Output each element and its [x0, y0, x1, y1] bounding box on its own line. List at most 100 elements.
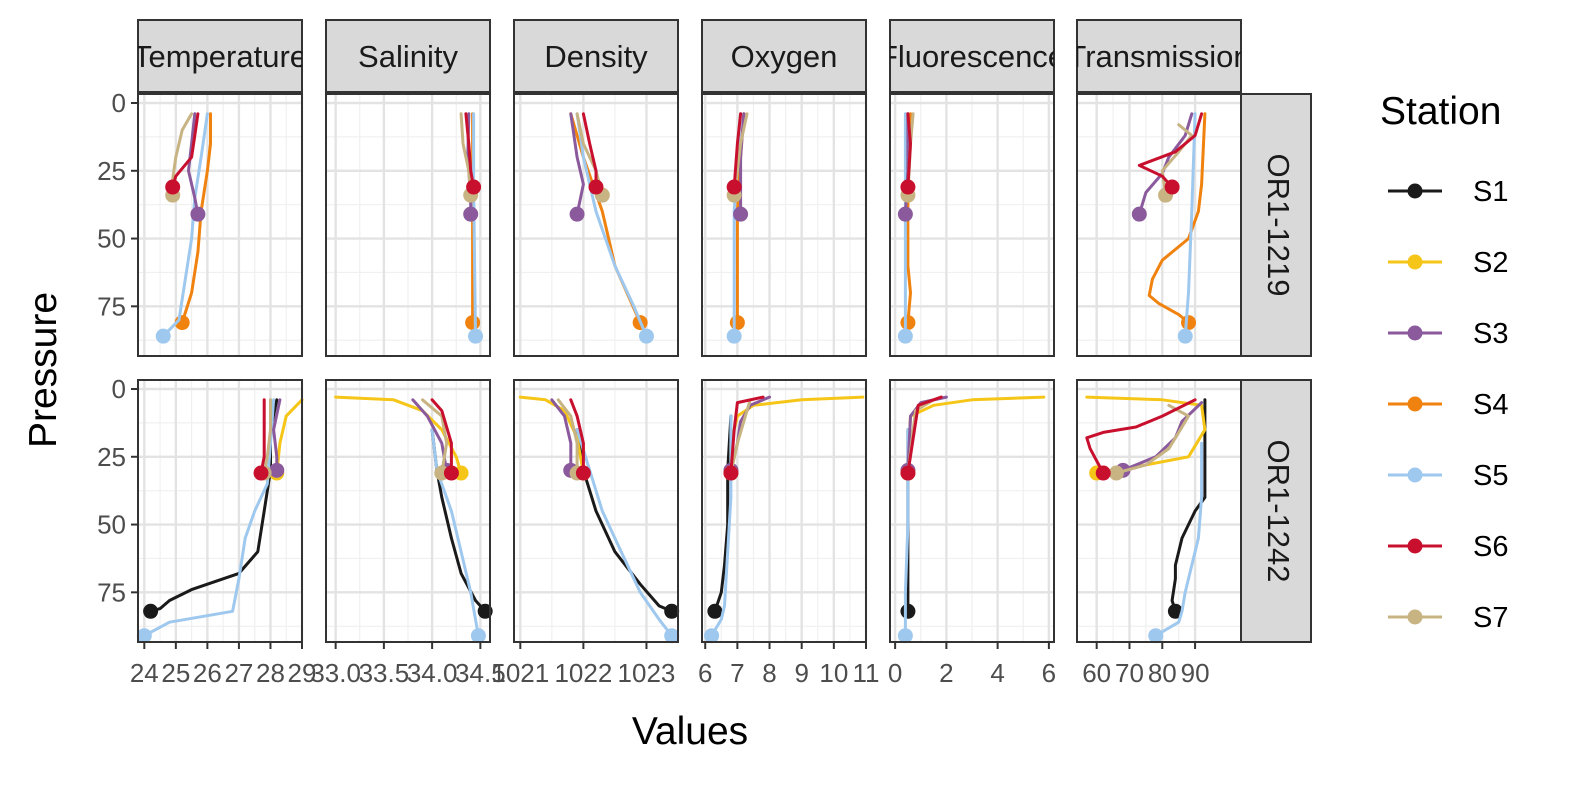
y-tick-label: 50 — [97, 224, 126, 254]
legend-label-s2: S2 — [1473, 247, 1508, 279]
profile-end-point-s5 — [155, 328, 171, 344]
profile-line-s3 — [550, 398, 573, 472]
facet-panel — [1076, 379, 1242, 644]
profile-line-s2 — [518, 395, 585, 475]
x-tick-label: 28 — [256, 658, 285, 688]
profile-line-s6 — [464, 112, 476, 189]
panel-background — [138, 94, 302, 356]
panel-background — [702, 94, 866, 356]
legend-key-point — [1407, 325, 1423, 341]
facet-strip-label: Temperature — [133, 39, 307, 74]
profile-line-s5 — [710, 414, 733, 638]
profile-end-point-s3 — [269, 462, 285, 478]
legend-title: Station — [1380, 90, 1501, 133]
panel-border — [325, 379, 491, 643]
profile-end-point-s5 — [704, 628, 720, 644]
profile-end-point-s6 — [575, 465, 591, 481]
facet-strip — [701, 19, 867, 93]
profile-end-point-s1 — [664, 603, 680, 619]
y-tick-label: 75 — [97, 577, 126, 607]
profile-end-point-s4 — [729, 315, 745, 331]
legend-key-point — [1407, 396, 1423, 412]
profile-end-point-s4 — [465, 315, 481, 331]
profile-line-s5 — [575, 112, 648, 338]
legend-label-s4: S4 — [1473, 389, 1508, 421]
facet-panel — [325, 93, 491, 357]
x-tick-label: 34.0 — [407, 658, 458, 688]
x-tick-label: 33.5 — [359, 658, 410, 688]
profile-end-point-s5 — [468, 328, 484, 344]
legend-key-point — [1407, 254, 1423, 270]
x-tick-label: 90 — [1181, 658, 1210, 688]
panel-background — [1077, 94, 1241, 356]
x-tick-label: 4 — [990, 658, 1004, 688]
legend-key-point — [1407, 183, 1423, 199]
legend-key-point — [1407, 609, 1423, 625]
profile-end-point-s6 — [726, 179, 742, 195]
profile-end-point-s6 — [466, 179, 482, 195]
profile-end-point-s6 — [723, 465, 739, 481]
x-tick-label: 25 — [161, 658, 190, 688]
profile-line-s7 — [262, 398, 272, 475]
panel-border — [137, 379, 303, 643]
facet-strip — [889, 19, 1055, 93]
panel-border — [1076, 93, 1242, 357]
x-tick-label: 1021 — [491, 658, 549, 688]
series-group — [1131, 112, 1207, 344]
profile-line-s3 — [1121, 401, 1204, 472]
profile-line-s3 — [569, 112, 585, 216]
series-group — [726, 112, 749, 344]
profile-line-s7 — [1114, 403, 1190, 475]
y-tick-label: 25 — [97, 442, 126, 472]
x-tick-label: 1023 — [618, 658, 676, 688]
profile-line-s7 — [729, 398, 752, 475]
profile-line-s6 — [729, 395, 765, 475]
panel-border — [889, 93, 1055, 357]
profile-line-s1 — [1170, 398, 1207, 613]
facet-row-label: OR1-1219 — [1261, 153, 1296, 296]
series-group — [155, 112, 212, 344]
facet-row-strip — [1240, 93, 1312, 357]
profile-end-point-s6 — [588, 179, 604, 195]
profile-line-s6 — [906, 112, 912, 189]
y-axis-title: Pressure — [22, 292, 65, 448]
x-tick-label: 60 — [1082, 658, 1111, 688]
profile-end-point-s5 — [136, 628, 152, 644]
profile-line-s5 — [161, 112, 209, 338]
panel-border — [889, 379, 1055, 643]
x-tick-label: 8 — [762, 658, 776, 688]
panel-border — [513, 93, 679, 357]
series-group — [334, 395, 493, 644]
series-group — [136, 398, 304, 644]
facet-strip-label: Oxygen — [731, 39, 838, 74]
profile-line-s5 — [1183, 112, 1197, 338]
y-tick-label: 0 — [112, 374, 126, 404]
x-tick-label: 7 — [730, 658, 744, 688]
panel-background — [1077, 380, 1241, 642]
x-tick-label: 2 — [939, 658, 953, 688]
profile-end-point-s3 — [1131, 206, 1147, 222]
facet-panel — [889, 93, 1055, 357]
x-tick-label: 80 — [1148, 658, 1177, 688]
legend-key-point — [1407, 467, 1423, 483]
facet-strip — [513, 19, 679, 93]
profile-end-point-s1 — [477, 603, 493, 619]
facet-panel — [325, 379, 493, 644]
profile-line-s7 — [556, 398, 579, 475]
legend: Station S1 S2 S3 S4 S5 S6 S7 — [1380, 90, 1508, 634]
profile-end-point-s5 — [1177, 328, 1193, 344]
x-tick-label: 33.0 — [310, 658, 361, 688]
x-tick-label: 34.5 — [455, 658, 506, 688]
series-group — [897, 112, 916, 344]
x-tick-label: 24 — [130, 658, 159, 688]
profile-end-point-s5 — [638, 328, 654, 344]
panel-border — [325, 93, 491, 357]
profile-end-point-s3 — [897, 206, 913, 222]
profile-end-point-s6 — [1095, 465, 1111, 481]
profile-end-point-s5 — [897, 328, 913, 344]
profile-end-point-s6 — [443, 465, 459, 481]
profile-line-s2 — [334, 395, 463, 475]
legend-label-s6: S6 — [1473, 531, 1508, 563]
legend-label-s1: S1 — [1473, 176, 1508, 208]
x-tick-label: 11 — [853, 658, 880, 688]
